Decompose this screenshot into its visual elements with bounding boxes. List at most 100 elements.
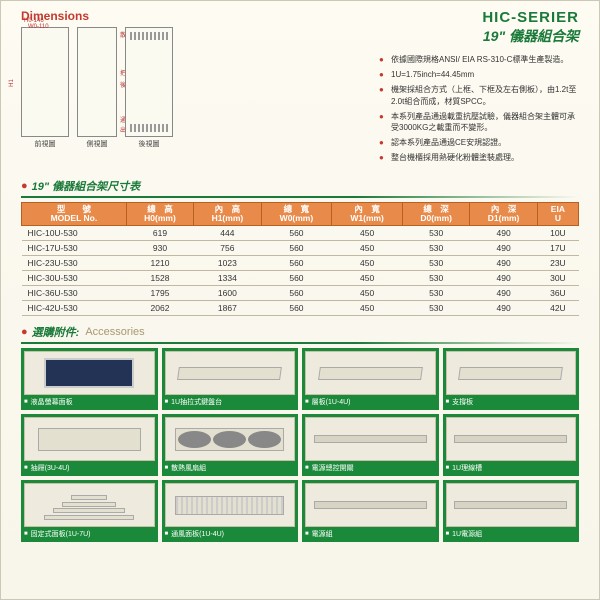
table-cell: 560 <box>261 256 332 271</box>
table-cell: 450 <box>332 226 403 241</box>
table-cell: 2062 <box>126 301 193 316</box>
spec-section-title: ● 19" 儀器組合架尺寸表 <box>21 178 579 194</box>
front-view: H0-146 W0-110 H1 前視圖 <box>21 27 69 149</box>
accessory-card: 固定式面板(1U-7U) <box>21 480 158 542</box>
table-cell: 1334 <box>194 271 261 286</box>
header: Dimensions H0-146 W0-110 H1 前視圖 散熱風扇組 把門… <box>1 1 599 172</box>
accessory-card: 通風面板(1U-4U) <box>162 480 299 542</box>
catalog-page: Dimensions H0-146 W0-110 H1 前視圖 散熱風扇組 把門… <box>0 0 600 600</box>
table-cell: 450 <box>332 301 403 316</box>
feature-bullet: 機架採組合方式（上框、下框及左右側板），由1.2t至2.0t組合而成，材質SPC… <box>379 84 579 106</box>
table-cell: 23U <box>537 256 578 271</box>
accessory-caption: 液晶螢幕面板 <box>24 395 155 407</box>
table-cell: 930 <box>126 241 193 256</box>
table-cell: 36U <box>537 286 578 301</box>
series-title: HIC-SERIER <box>379 9 579 26</box>
divider <box>21 342 579 344</box>
spec-table: 型 號MODEL No.總 高H0(mm)內 高H1(mm)總 寬W0(mm)內… <box>21 202 579 317</box>
dimensions-title: Dimensions <box>21 9 379 23</box>
table-cell: 560 <box>261 226 332 241</box>
table-header: EIAU <box>537 202 578 226</box>
table-cell: 450 <box>332 241 403 256</box>
table-row: HIC-17U-53093075656045053049017U <box>22 241 579 256</box>
table-cell: 10U <box>537 226 578 241</box>
dimension-drawings: H0-146 W0-110 H1 前視圖 散熱風扇組 把門鈕 後活動門 通風濾網… <box>21 27 379 149</box>
accessory-image <box>165 417 296 461</box>
table-cell: 530 <box>402 301 469 316</box>
table-cell: 530 <box>402 256 469 271</box>
table-cell: 530 <box>402 241 469 256</box>
table-cell: 530 <box>402 226 469 241</box>
table-cell: 1867 <box>194 301 261 316</box>
table-cell: 1795 <box>126 286 193 301</box>
table-header: 總 寬W0(mm) <box>261 202 332 226</box>
table-header: 內 寬W1(mm) <box>332 202 403 226</box>
accessory-card: 電源總控開關 <box>302 414 439 476</box>
table-cell: 450 <box>332 286 403 301</box>
table-cell: 490 <box>470 301 537 316</box>
accessory-image <box>165 483 296 527</box>
feature-bullet: 整台機櫃採用熱硬化粉體塗裝處理。 <box>379 152 579 163</box>
accessory-card: 1U抽拉式鍵盤台 <box>162 348 299 410</box>
table-row: HIC-36U-5301795160056045053049036U <box>22 286 579 301</box>
table-cell: 17U <box>537 241 578 256</box>
accessory-card: 液晶螢幕面板 <box>21 348 158 410</box>
accessory-caption: 1U抽拉式鍵盤台 <box>165 395 296 407</box>
accessory-card: 1U電源組 <box>443 480 580 542</box>
table-cell: HIC-36U-530 <box>22 286 127 301</box>
table-row: HIC-42U-5302062186756045053049042U <box>22 301 579 316</box>
accessory-card: 支撐板 <box>443 348 580 410</box>
table-cell: 560 <box>261 301 332 316</box>
accessory-caption: 層板(1U-4U) <box>305 395 436 407</box>
accessory-card: 電源組 <box>302 480 439 542</box>
accessory-caption: 1U電源組 <box>446 527 577 539</box>
accessory-image <box>24 417 155 461</box>
accessory-card: 層板(1U-4U) <box>302 348 439 410</box>
table-cell: 30U <box>537 271 578 286</box>
feature-bullets: 依據國際規格ANSI/ EIA RS-310-C標準生產製造。 1U=1.75in… <box>379 54 579 164</box>
table-header: 內 深D1(mm) <box>470 202 537 226</box>
table-cell: HIC-23U-530 <box>22 256 127 271</box>
table-cell: 619 <box>126 226 193 241</box>
table-cell: 756 <box>194 241 261 256</box>
accessory-image <box>305 351 436 395</box>
table-cell: 490 <box>470 226 537 241</box>
feature-bullet: 1U=1.75inch=44.45mm <box>379 69 579 80</box>
accessory-caption: 通風面板(1U-4U) <box>165 527 296 539</box>
table-cell: 1600 <box>194 286 261 301</box>
accessory-card: 1U理線槽 <box>443 414 580 476</box>
table-cell: 490 <box>470 256 537 271</box>
accessory-caption: 電源組 <box>305 527 436 539</box>
title-block: HIC-SERIER 19" 儀器組合架 依據國際規格ANSI/ EIA RS-… <box>379 9 579 168</box>
table-cell: 1023 <box>194 256 261 271</box>
accessory-card: 抽屜(3U-4U) <box>21 414 158 476</box>
table-header: 型 號MODEL No. <box>22 202 127 226</box>
table-header: 總 深D0(mm) <box>402 202 469 226</box>
table-cell: 490 <box>470 271 537 286</box>
table-row: HIC-10U-53061944456045053049010U <box>22 226 579 241</box>
accessory-image <box>24 351 155 395</box>
table-cell: 450 <box>332 271 403 286</box>
table-cell: 450 <box>332 256 403 271</box>
subtitle: 19" 儀器組合架 <box>379 26 579 46</box>
accessory-image <box>305 483 436 527</box>
table-cell: 42U <box>537 301 578 316</box>
back-view: 後視圖 <box>125 27 173 149</box>
table-cell: 1210 <box>126 256 193 271</box>
feature-bullet: 依據國際規格ANSI/ EIA RS-310-C標準生產製造。 <box>379 54 579 65</box>
table-cell: 530 <box>402 271 469 286</box>
table-row: HIC-23U-5301210102356045053049023U <box>22 256 579 271</box>
table-cell: 490 <box>470 241 537 256</box>
table-cell: 490 <box>470 286 537 301</box>
accessory-caption: 抽屜(3U-4U) <box>24 461 155 473</box>
table-cell: HIC-30U-530 <box>22 271 127 286</box>
accessory-image <box>446 351 577 395</box>
table-row: HIC-30U-5301528133456045053049030U <box>22 271 579 286</box>
acc-section-title: ● 選購附件: Accessories <box>21 324 579 340</box>
table-cell: HIC-17U-530 <box>22 241 127 256</box>
accessory-image <box>24 483 155 527</box>
dimensions-block: Dimensions H0-146 W0-110 H1 前視圖 散熱風扇組 把門… <box>21 9 379 168</box>
table-cell: 560 <box>261 271 332 286</box>
side-view: 散熱風扇組 把門鈕 後活動門 通風濾網 出線孔 側視圖 <box>77 27 117 149</box>
accessory-caption: 散熱風扇組 <box>165 461 296 473</box>
